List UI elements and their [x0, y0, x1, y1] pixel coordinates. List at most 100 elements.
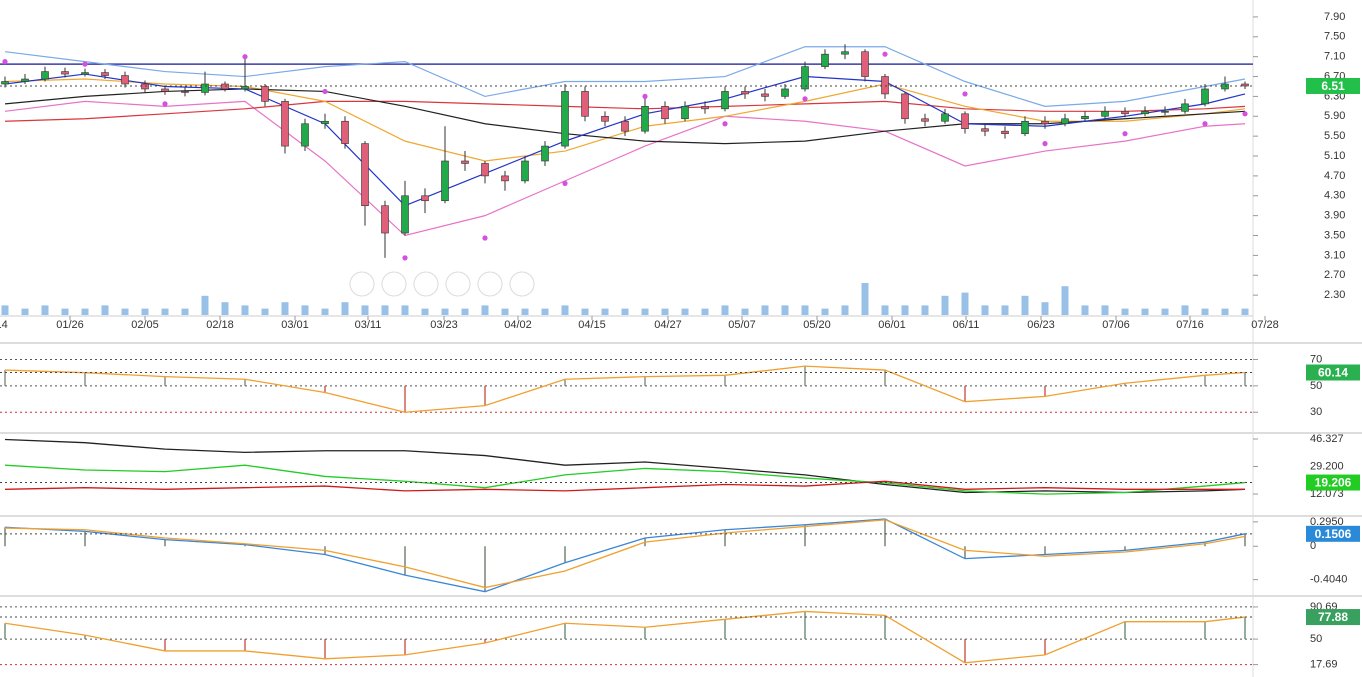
- sar-dot: [722, 121, 728, 127]
- indicator-line: [4, 438, 1246, 494]
- y-tick-label: 70: [1310, 353, 1322, 365]
- volume-bar: [101, 305, 109, 315]
- indicator-line: [4, 46, 1246, 107]
- y-tick-label: 2.70: [1324, 269, 1345, 281]
- volume-bar: [21, 308, 29, 315]
- candle-body: [121, 75, 129, 85]
- last-value-box: [1306, 525, 1360, 542]
- candle-body: [361, 143, 369, 207]
- candle-body: [761, 93, 769, 97]
- volume-bar: [161, 308, 169, 315]
- candle-body: [61, 71, 69, 75]
- last-value-label: 0.1506: [1315, 527, 1352, 541]
- volume-bar: [81, 308, 89, 315]
- nav-button[interactable]: [445, 271, 471, 297]
- x-tick-label: 06/11: [953, 319, 980, 331]
- volume-bar: [1061, 286, 1069, 315]
- candle-body: [161, 88, 169, 92]
- volume-bar: [981, 305, 989, 315]
- candle-body: [481, 163, 489, 177]
- volume-bar: [381, 305, 389, 315]
- nav-toolbar[interactable]: [349, 271, 535, 297]
- y-tick-label: 0.2950: [1310, 516, 1344, 528]
- indicator-line: [4, 88, 1246, 145]
- last-value-box: [1306, 474, 1360, 491]
- candle-body: [41, 71, 49, 80]
- y-tick-label: 12.073: [1310, 488, 1344, 500]
- candle-body: [861, 51, 869, 77]
- candle-body: [961, 113, 969, 130]
- x-tick-label: 03/11: [355, 319, 382, 331]
- nav-button[interactable]: [349, 271, 375, 297]
- candle-body: [921, 118, 929, 122]
- y-tick-label: 2.30: [1324, 289, 1345, 301]
- last-value-box: [1306, 77, 1360, 94]
- y-tick-label: 30: [1310, 406, 1322, 418]
- candle-body: [441, 160, 449, 202]
- y-tick-label: 46.327: [1310, 433, 1344, 445]
- candle-body: [461, 160, 469, 164]
- candle-body: [421, 195, 429, 202]
- indicator-line: [4, 480, 1245, 492]
- volume-bar: [1101, 305, 1109, 315]
- nav-button[interactable]: [413, 271, 439, 297]
- sar-dot: [562, 180, 568, 186]
- volume-bar: [261, 308, 269, 315]
- sar-dot: [242, 54, 248, 60]
- volume-bar: [921, 305, 929, 315]
- nav-button[interactable]: [509, 271, 535, 297]
- indicator-line: [4, 464, 1246, 495]
- candle-body: [81, 72, 89, 75]
- indicator-line: [4, 610, 1246, 664]
- y-tick-label: 0: [1310, 540, 1316, 552]
- volume-bar: [1081, 305, 1089, 315]
- volume-bar: [761, 305, 769, 315]
- volume-bar: [581, 308, 589, 315]
- volume-bar: [621, 308, 629, 315]
- candle-body: [621, 120, 629, 132]
- volume-bar: [1, 305, 9, 315]
- y-tick-label: -0.4040: [1310, 574, 1347, 586]
- volume-bar: [681, 308, 689, 315]
- volume-bar: [1181, 305, 1189, 315]
- x-tick-label: 06/23: [1027, 319, 1055, 331]
- candle-body: [641, 106, 649, 132]
- candle-body: [661, 106, 669, 120]
- volume-bar: [961, 292, 969, 315]
- y-tick-label: 5.10: [1324, 150, 1345, 162]
- sar-dot: [2, 59, 8, 65]
- nav-button[interactable]: [381, 271, 407, 297]
- last-value-box: [1306, 609, 1360, 626]
- sar-dot: [642, 93, 648, 100]
- last-value-label: 19.206: [1315, 476, 1352, 490]
- volume-bar: [1021, 295, 1029, 315]
- volume-bar: [821, 308, 829, 315]
- volume-bar: [701, 308, 709, 315]
- volume-bar: [461, 308, 469, 315]
- candle-body: [781, 88, 789, 97]
- volume-bar: [741, 308, 749, 315]
- candle-body: [1101, 111, 1109, 117]
- candle-body: [381, 205, 389, 234]
- candle-body: [681, 106, 689, 120]
- nav-button[interactable]: [477, 271, 503, 297]
- candle-body: [721, 91, 729, 110]
- x-tick-label: 02/05: [131, 319, 159, 331]
- volume-bar: [1001, 305, 1009, 315]
- candle-body: [261, 86, 269, 102]
- y-tick-label: 3.90: [1324, 210, 1345, 222]
- y-tick-label: 50: [1310, 633, 1322, 645]
- sar-dot: [1122, 131, 1128, 137]
- volume-bar: [941, 295, 949, 315]
- volume-bar: [481, 305, 489, 315]
- y-tick-label: 4.70: [1324, 170, 1345, 182]
- sar-dot: [882, 51, 888, 57]
- volume-bar: [1241, 308, 1249, 315]
- candle-body: [1181, 103, 1189, 112]
- candle-body: [321, 120, 329, 125]
- y-tick-label: 4.30: [1324, 190, 1345, 202]
- candle-body: [21, 78, 29, 82]
- x-tick-label: 01/14: [0, 319, 8, 331]
- sar-dot: [1042, 141, 1048, 147]
